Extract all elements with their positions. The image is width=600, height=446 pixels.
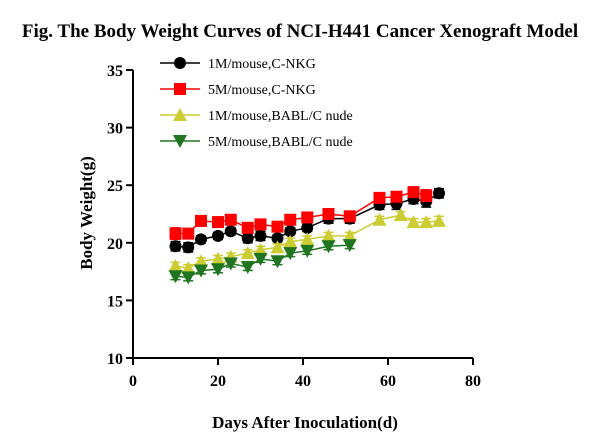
legend-marker [174,83,186,95]
data-point [301,211,314,224]
data-point [270,255,285,269]
x-axis-title: Days After Inoculation(d) [212,413,398,432]
data-point [420,189,433,202]
data-point [270,240,285,254]
data-point [321,228,336,242]
data-point [407,186,420,199]
data-point [253,252,268,266]
y-tick-label: 15 [107,293,123,310]
data-point [253,242,268,256]
data-point [182,241,195,254]
data-point [271,232,284,245]
data-point [224,225,237,238]
legend-marker [173,108,187,121]
legend-entry-3: 1M/mouse,BABL/C nude [160,108,353,124]
legend-label: 5M/mouse,BABL/C nude [208,135,353,150]
data-point [241,221,254,234]
series-line [175,191,427,235]
data-point [390,190,403,203]
y-tick-label: 35 [107,63,123,80]
data-point [181,261,196,275]
y-tick-label: 25 [107,178,123,195]
data-point [322,208,335,220]
legend-marker [173,135,187,148]
data-point [283,234,298,248]
data-point [211,251,225,265]
data-point [433,187,445,200]
data-point [284,225,297,238]
data-point [182,227,195,240]
x-tick-label: 60 [380,373,396,390]
data-point [212,216,224,229]
data-point [342,239,357,253]
series-2 [169,186,433,241]
y-axis-title: Body Weight(g) [77,156,96,270]
data-point [212,229,224,242]
data-point [406,215,421,229]
data-point [284,213,297,226]
y-tick-label: 30 [107,121,123,138]
x-tick-label: 0 [129,373,137,390]
data-point [168,270,183,284]
data-point [301,221,314,234]
data-point [240,260,255,274]
chart-title: Fig. The Body Weight Curves of NCI-H441 … [22,21,578,42]
y-tick-label: 20 [107,236,123,253]
y-tick-label: 10 [107,351,123,368]
x-tick-label: 80 [465,373,481,390]
data-point [300,244,315,258]
data-point [321,240,336,254]
data-point [168,258,183,272]
legend-entry-1: 1M/mouse,C-NKG [160,57,316,72]
data-point [241,232,254,245]
data-point [432,213,446,227]
legend-marker [174,57,186,69]
data-point [283,247,298,261]
data-point [195,233,207,246]
x-tick-label: 40 [295,373,311,390]
data-point [211,263,225,277]
data-point [373,191,386,204]
legend: 1M/mouse,C-NKG 5M/mouse,C-NKG 1M/mouse,BAB… [160,57,353,150]
data-point [223,257,238,271]
data-point [343,210,356,223]
data-point [300,232,315,246]
plot-area: 10 15 20 25 30 35 0 20 40 60 80 [107,63,481,390]
data-point [254,229,267,242]
x-tick-label: 20 [210,373,226,390]
data-point [194,264,208,278]
data-point [181,271,196,285]
data-point [240,246,255,260]
data-point [419,215,434,229]
data-point [195,214,207,227]
data-point [271,220,284,233]
data-point [194,254,208,268]
series-1 [169,187,445,254]
legend-entry-2: 5M/mouse,C-NKG [160,83,316,98]
series-4 [168,239,357,285]
legend-entry-4: 5M/mouse,BABL/C nude [160,135,353,150]
legend-label: 5M/mouse,C-NKG [208,83,316,98]
data-point [224,213,237,226]
data-point [342,228,357,242]
data-point [169,240,182,253]
legend-label: 1M/mouse,C-NKG [208,57,316,72]
data-point [254,218,267,231]
data-point [169,227,182,240]
data-point [372,212,387,226]
legend-label: 1M/mouse,BABL/C nude [208,109,353,124]
data-point [393,208,408,222]
